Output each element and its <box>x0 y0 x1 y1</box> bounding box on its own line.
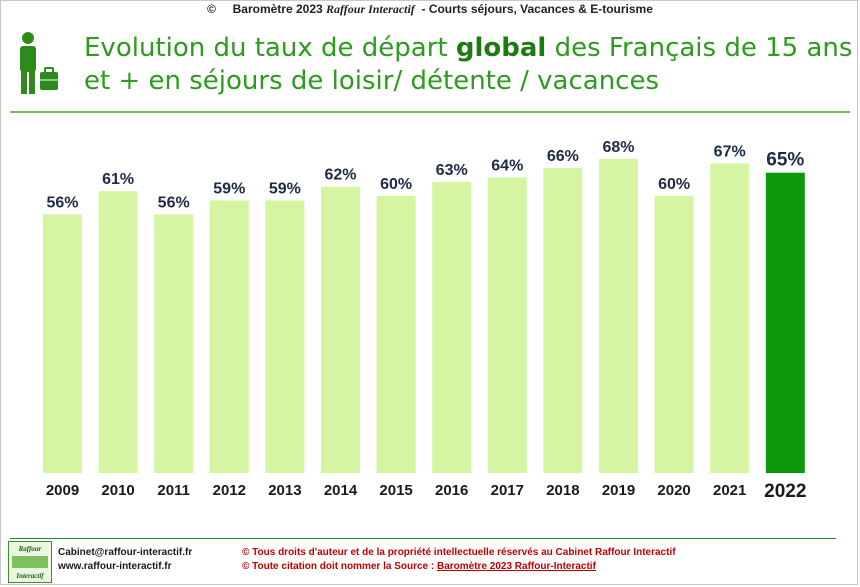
bar-2009 <box>43 214 82 473</box>
x-tick-2022: 2022 <box>764 481 806 502</box>
data-label-2021: 67% <box>714 143 746 160</box>
rights-line-2: © Toute citation doit nommer la Source :… <box>242 560 676 574</box>
x-tick-2009: 2009 <box>46 482 79 499</box>
footer-divider <box>10 538 836 539</box>
bar-chart: 56% 2009 61% 2010 56% 2011 59% 2012 59% 2013 62% 20… <box>43 139 806 502</box>
contact-block: Cabinet@raffour-interactif.fr www.raffou… <box>58 546 192 574</box>
x-tick-2013: 2013 <box>268 482 301 499</box>
logo-band <box>12 556 48 568</box>
data-label-2016: 63% <box>436 162 468 179</box>
x-tick-2021: 2021 <box>713 482 746 499</box>
rights-line-1: © Tous droits d'auteur et de la propriét… <box>242 547 676 558</box>
slide-header: © Baromètre 2023 Raffour Interactif - Co… <box>0 2 860 17</box>
bar-2013 <box>265 200 305 474</box>
bar-2022 <box>765 172 805 473</box>
logo-text-top: Raffour <box>18 545 42 553</box>
title-bold-word: global <box>455 33 547 63</box>
x-tick-2020: 2020 <box>657 482 690 499</box>
rights-source-link[interactable]: Baromètre 2023 Raffour-Interactif <box>436 561 596 572</box>
data-label-2015: 60% <box>380 176 412 193</box>
bar-2018 <box>543 168 583 473</box>
copyright-symbol: © <box>207 2 216 16</box>
bar-2014 <box>321 186 360 473</box>
bar-2020 <box>654 195 694 474</box>
data-label-2009: 56% <box>46 194 78 211</box>
bar-2017 <box>487 177 527 473</box>
bar-2021 <box>710 163 750 473</box>
rights-block: © Tous droits d'auteur et de la propriét… <box>242 546 676 574</box>
bar-2012 <box>209 200 249 474</box>
data-label-2019: 68% <box>602 139 634 156</box>
bar-2011 <box>154 214 194 473</box>
x-tick-2015: 2015 <box>379 482 412 499</box>
bar-2015 <box>376 195 416 474</box>
data-label-2017: 64% <box>491 157 523 174</box>
bar-2019 <box>599 158 638 473</box>
title-part2: des Français de 15 ans et + en séjours d… <box>84 33 853 96</box>
data-label-2010: 61% <box>102 171 134 188</box>
x-tick-2011: 2011 <box>157 482 190 499</box>
barometer-label: Baromètre 2023 <box>232 2 323 16</box>
x-tick-2012: 2012 <box>213 482 246 499</box>
contact-email[interactable]: Cabinet@raffour-interactif.fr <box>58 547 193 558</box>
header-subtitle: - Courts séjours, Vacances & E-tourisme <box>421 2 653 16</box>
bar-2016 <box>432 181 472 473</box>
data-label-2013: 59% <box>269 180 301 197</box>
bar-2010 <box>98 191 138 473</box>
x-tick-2016: 2016 <box>435 482 468 499</box>
logo-text-bottom: Interactif <box>16 572 44 580</box>
person-with-suitcase-icon <box>20 32 58 94</box>
data-label-2014: 62% <box>324 167 356 184</box>
data-label-2022: 65% <box>766 150 804 171</box>
x-tick-2014: 2014 <box>324 482 358 499</box>
title-part1: Evolution du taux de départ <box>84 33 456 63</box>
data-label-2018: 66% <box>547 148 579 165</box>
slide-title: Evolution du taux de départ global des F… <box>84 32 854 98</box>
data-label-2012: 59% <box>213 180 245 197</box>
contact-website[interactable]: www.raffour-interactif.fr <box>58 561 172 572</box>
x-tick-2010: 2010 <box>101 482 134 499</box>
x-tick-2018: 2018 <box>546 482 579 499</box>
rights-line-2-prefix: © Toute citation doit nommer la Source : <box>242 561 437 572</box>
raffour-logo: Raffour Interactif <box>8 541 52 583</box>
title-divider <box>10 111 850 113</box>
x-tick-2019: 2019 <box>602 482 635 499</box>
x-tick-2017: 2017 <box>491 482 524 499</box>
data-label-2020: 60% <box>658 176 690 193</box>
brand-name: Raffour Interactif <box>326 2 415 16</box>
data-label-2011: 56% <box>158 194 190 211</box>
